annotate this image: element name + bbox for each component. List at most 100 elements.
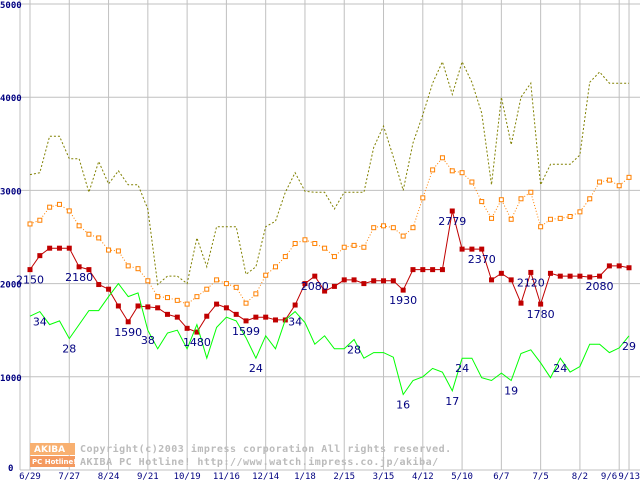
data-point-low — [449, 208, 455, 214]
data-point-low — [390, 278, 396, 284]
data-point-average — [214, 277, 220, 283]
logo-bottom-box — [30, 456, 75, 467]
data-point-low — [164, 311, 170, 317]
data-point-low — [47, 245, 53, 251]
data-point-low — [273, 317, 278, 323]
data-point-average — [312, 241, 318, 247]
data-point-low — [106, 286, 112, 292]
data-point-average — [341, 244, 347, 250]
data-point-average — [390, 225, 396, 231]
data-point-low — [37, 253, 43, 259]
data-label: 24 — [553, 362, 567, 375]
data-point-low — [400, 287, 406, 293]
data-point-low — [469, 246, 475, 252]
data-point-average — [469, 179, 475, 185]
data-label: 2080 — [586, 280, 614, 293]
data-point-low — [489, 277, 495, 283]
data-label: 24 — [455, 362, 469, 375]
data-point-average — [47, 204, 53, 210]
series-line-min — [29, 282, 630, 396]
data-point-average — [489, 215, 495, 221]
x-tick-label: 4/12 — [412, 472, 434, 480]
data-point-average — [223, 281, 229, 287]
data-point-low — [498, 270, 504, 276]
watermark: AKIBA PC Hotline! Copyright(c)2003 impre… — [30, 443, 452, 468]
data-point-low — [351, 277, 357, 283]
data-point-average — [273, 264, 278, 270]
series-layer — [27, 60, 632, 396]
data-point-average — [174, 297, 180, 303]
data-point-low — [547, 270, 553, 276]
data-point-low — [174, 314, 180, 320]
data-point-low — [86, 267, 92, 273]
series-line-low — [29, 210, 630, 333]
data-point-low — [538, 301, 544, 307]
x-tick-label: 6/7 — [493, 472, 509, 480]
data-point-low — [459, 246, 465, 252]
data-point-low — [125, 319, 131, 325]
data-point-low — [184, 325, 190, 331]
data-point-average — [351, 242, 357, 248]
data-point-average — [439, 155, 445, 161]
data-point-low — [223, 305, 229, 311]
data-label: 28 — [347, 344, 361, 357]
data-label: 2180 — [65, 271, 93, 284]
data-point-low — [371, 278, 377, 284]
data-point-low — [145, 304, 151, 310]
data-point-low — [508, 277, 514, 283]
x-tick-label: 1/18 — [294, 472, 316, 480]
data-label: 1590 — [114, 326, 142, 339]
y-tick-label: 2000 — [0, 281, 22, 291]
x-tick-label: 7/5 — [533, 472, 549, 480]
data-point-low — [96, 282, 102, 288]
data-point-low — [430, 267, 436, 273]
grid — [19, 0, 640, 471]
x-tick-label: 11/16 — [213, 472, 240, 480]
data-point-low — [410, 267, 416, 273]
data-label: 2779 — [438, 215, 466, 228]
data-point-average — [164, 295, 170, 301]
data-point-low — [155, 305, 161, 311]
series-line-max — [29, 60, 629, 286]
data-label: 2370 — [468, 253, 496, 266]
x-tick-label: 10/19 — [174, 472, 201, 480]
data-point-average — [233, 284, 239, 290]
x-tick-label: 7/27 — [58, 472, 80, 480]
data-point-average — [528, 189, 534, 195]
data-point-average — [96, 235, 102, 241]
data-point-low — [331, 283, 337, 289]
data-point-average — [420, 195, 426, 201]
site-url-text: AKIBA PC Hotline! http://www.watch.impre… — [80, 456, 439, 468]
copyright-text: Copyright(c)2003 impress corporation All… — [80, 443, 452, 455]
data-point-average — [243, 300, 249, 306]
x-tick-label: 12/14 — [252, 472, 279, 480]
data-point-average — [145, 278, 151, 284]
data-point-low — [616, 263, 622, 269]
y-tick-label: 1000 — [0, 374, 22, 384]
data-label: 16 — [396, 399, 410, 412]
data-point-average — [371, 225, 377, 231]
data-point-average — [115, 248, 121, 254]
data-point-low — [439, 267, 445, 273]
data-label: 2150 — [16, 274, 44, 287]
data-point-low — [27, 267, 33, 273]
data-point-low — [115, 303, 121, 309]
data-point-average — [253, 291, 259, 297]
data-point-low — [66, 245, 72, 251]
data-point-average — [135, 266, 141, 272]
data-point-low — [214, 301, 220, 307]
data-point-low — [302, 281, 308, 287]
data-point-low — [243, 318, 249, 324]
data-label: 1930 — [389, 294, 417, 307]
data-label: 1780 — [527, 308, 555, 321]
data-point-average — [479, 199, 485, 205]
data-point-average — [606, 177, 612, 183]
data-point-low — [420, 267, 426, 273]
data-label: 38 — [141, 334, 155, 347]
data-point-average — [292, 241, 298, 247]
data-label: 2080 — [301, 280, 329, 293]
data-point-low — [135, 303, 141, 309]
y-tick-label: 3000 — [0, 187, 22, 197]
data-point-low — [56, 245, 62, 251]
